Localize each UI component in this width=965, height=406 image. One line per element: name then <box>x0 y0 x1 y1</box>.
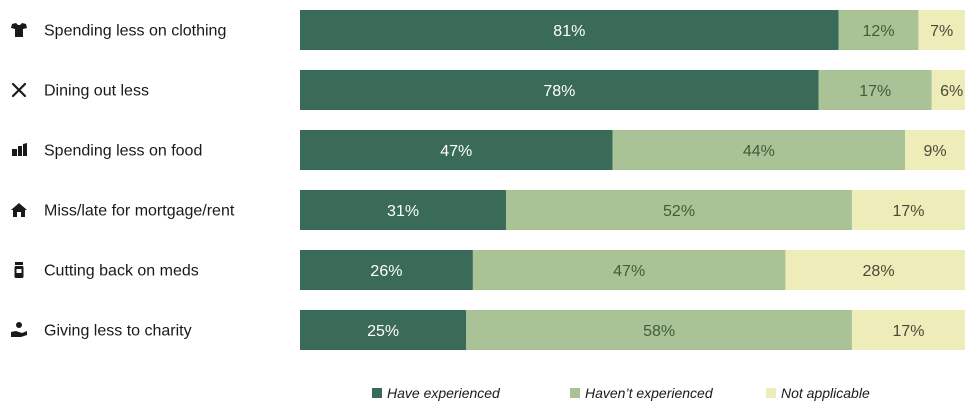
value-label: 9% <box>924 143 947 160</box>
bar-segment <box>905 130 965 170</box>
giving-hand-icon <box>11 322 27 337</box>
bar-segment <box>931 70 965 110</box>
pill-bottle-icon <box>14 262 24 278</box>
value-label: 52% <box>663 203 695 220</box>
legend-swatch <box>570 388 580 398</box>
category-label: Cutting back on meds <box>44 263 199 280</box>
utensils-icon <box>11 82 27 98</box>
category-label: Spending less on food <box>44 143 202 160</box>
value-label: 12% <box>863 23 895 40</box>
legend-label: Have experienced <box>387 385 501 401</box>
category-label: Spending less on clothing <box>44 23 226 40</box>
value-label: 58% <box>643 323 675 340</box>
value-label: 31% <box>387 203 419 220</box>
house-icon <box>11 203 27 217</box>
legend-label: Haven’t experienced <box>585 385 714 401</box>
bar-segment <box>300 70 819 110</box>
bar-segment <box>785 250 965 290</box>
bar-segment <box>466 310 852 350</box>
bar-segment <box>612 130 906 170</box>
bar-segment <box>851 190 965 230</box>
legend-swatch <box>766 388 776 398</box>
value-label: 26% <box>370 263 402 280</box>
value-label: 17% <box>859 83 891 100</box>
category-label: Miss/late for mortgage/rent <box>44 203 235 220</box>
bar-segment <box>818 70 932 110</box>
bar-segment <box>918 10 965 50</box>
bar-segment <box>506 190 852 230</box>
bar-segment <box>838 10 919 50</box>
bar-segment <box>300 10 839 50</box>
legend-swatch <box>372 388 382 398</box>
value-label: 17% <box>892 203 924 220</box>
value-label: 78% <box>543 83 575 100</box>
value-label: 7% <box>930 23 953 40</box>
bar-segment <box>300 250 473 290</box>
grocery-icon <box>12 143 27 156</box>
value-label: 47% <box>440 143 472 160</box>
value-label: 25% <box>367 323 399 340</box>
value-label: 28% <box>863 263 895 280</box>
bar-segment <box>851 310 965 350</box>
legend-label: Not applicable <box>781 385 870 401</box>
shirt-icon <box>11 23 27 37</box>
value-label: 81% <box>553 23 585 40</box>
value-label: 6% <box>940 83 963 100</box>
bar-segment <box>300 310 467 350</box>
bar-segment <box>472 250 786 290</box>
bar-segment <box>300 190 507 230</box>
category-label: Dining out less <box>44 83 149 100</box>
category-label: Giving less to charity <box>44 323 192 340</box>
value-label: 17% <box>892 323 924 340</box>
bar-segment <box>300 130 613 170</box>
value-label: 44% <box>743 143 775 160</box>
value-label: 47% <box>613 263 645 280</box>
